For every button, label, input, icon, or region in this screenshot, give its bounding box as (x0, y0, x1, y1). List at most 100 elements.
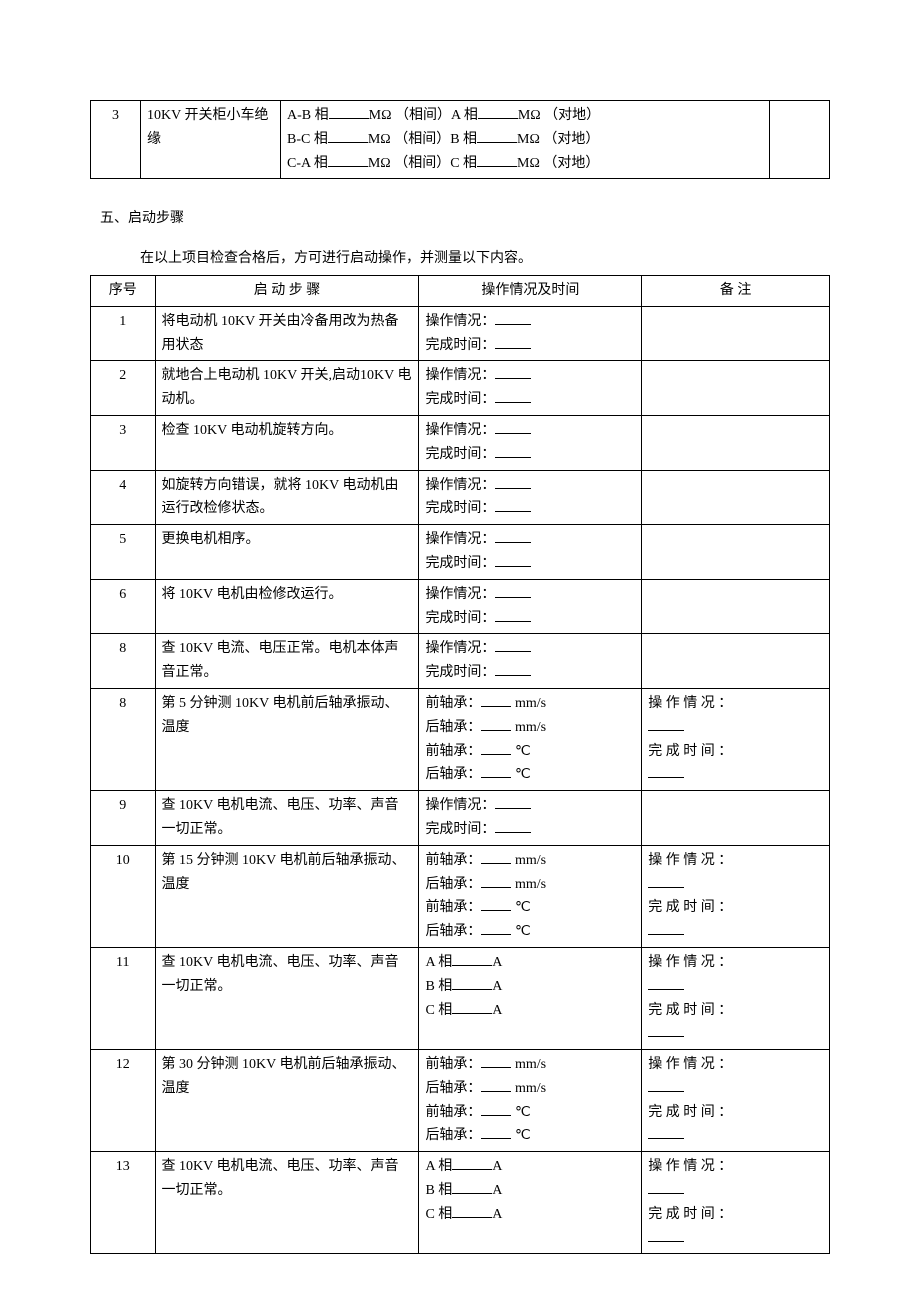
row-item: 10KV 开关柜小车绝缘 (141, 101, 281, 179)
row-num: 11 (91, 947, 156, 1049)
row-num: 3 (91, 415, 156, 470)
startup-steps-table: 序号 启 动 步 骤 操作情况及时间 备 注 1 将电动机 10KV 开关由冷备… (90, 275, 830, 1254)
front-temp: 前轴承： (425, 744, 481, 759)
table-row: 1 将电动机 10KV 开关由冷备用改为热备用状态 操作情况： 完成时间： (91, 306, 830, 361)
t1-l2b: MΩ （相间）B 相 (368, 132, 477, 147)
unit-a: A (492, 1207, 502, 1222)
row-step: 第 30 分钟测 10KV 电机前后轴承振动、温度 (155, 1050, 419, 1152)
note-op: 操 作 情 况 ： (648, 951, 823, 975)
op-label: 操作情况： (425, 314, 495, 329)
row-num: 9 (91, 791, 156, 846)
table-row: 6 将 10KV 电机由检修改运行。 操作情况： 完成时间： (91, 579, 830, 634)
note-op: 操 作 情 况 ： (648, 1155, 823, 1179)
row-status: 操作情况： 完成时间： (419, 470, 642, 525)
time-label: 完成时间： (425, 392, 495, 407)
row-status: 前轴承： mm/s 后轴承： mm/s 前轴承： ℃ 后轴承： ℃ (419, 688, 642, 790)
time-label: 完成时间： (425, 556, 495, 571)
note-time: 完 成 时 间 ： (648, 1203, 823, 1227)
row-num: 12 (91, 1050, 156, 1152)
unit-c: ℃ (511, 924, 530, 939)
row-step: 将 10KV 电机由检修改运行。 (155, 579, 419, 634)
row-note (642, 791, 830, 846)
th-num: 序号 (91, 275, 156, 306)
th-step: 启 动 步 骤 (155, 275, 419, 306)
table-row: 9 查 10KV 电机电流、电压、功率、声音一切正常。 操作情况： 完成时间： (91, 791, 830, 846)
th-note: 备 注 (642, 275, 830, 306)
unit-mms: mm/s (511, 1057, 546, 1072)
row-step: 更换电机相序。 (155, 525, 419, 580)
unit-c: ℃ (511, 767, 530, 782)
t1-l3c: MΩ （对地） (517, 156, 599, 171)
row-step: 第 15 分钟测 10KV 电机前后轴承振动、温度 (155, 845, 419, 947)
row-status: 前轴承： mm/s 后轴承： mm/s 前轴承： ℃ 后轴承： ℃ (419, 1050, 642, 1152)
phase-b: B 相 (425, 979, 452, 994)
rear-temp: 后轴承： (425, 767, 481, 782)
t1-l1b: MΩ （相间）A 相 (369, 108, 478, 123)
table-header-row: 序号 启 动 步 骤 操作情况及时间 备 注 (91, 275, 830, 306)
row-num: 3 (91, 101, 141, 179)
front-vib: 前轴承： (425, 696, 481, 711)
row-status: 操作情况： 完成时间： (419, 791, 642, 846)
row-status: A 相A B 相A C 相A (419, 947, 642, 1049)
time-label: 完成时间： (425, 501, 495, 516)
row-note: 操 作 情 况 ： 完 成 时 间 ： (642, 845, 830, 947)
row-step: 查 10KV 电机电流、电压、功率、声音一切正常。 (155, 947, 419, 1049)
row-note (642, 415, 830, 470)
table-row: 8 查 10KV 电流、电压正常。电机本体声音正常。 操作情况： 完成时间： (91, 634, 830, 689)
table-row: 3 10KV 开关柜小车绝缘 A-B 相MΩ （相间）A 相MΩ （对地） B-… (91, 101, 830, 179)
row-num: 8 (91, 688, 156, 790)
note-op: 操 作 情 况 ： (648, 1053, 823, 1077)
t1-l1c: MΩ （对地） (518, 108, 600, 123)
front-vib: 前轴承： (425, 853, 481, 868)
note-op: 操 作 情 况 ： (648, 692, 823, 716)
time-label: 完成时间： (425, 665, 495, 680)
row-status: 前轴承： mm/s 后轴承： mm/s 前轴承： ℃ 后轴承： ℃ (419, 845, 642, 947)
row-note (642, 306, 830, 361)
note-time: 完 成 时 间 ： (648, 740, 823, 764)
table-row: 5 更换电机相序。 操作情况： 完成时间： (91, 525, 830, 580)
row-note (642, 470, 830, 525)
row-note (642, 579, 830, 634)
front-temp: 前轴承： (425, 900, 481, 915)
t1-l3b: MΩ （相间）C 相 (368, 156, 477, 171)
t1-l1a: A-B 相 (287, 108, 329, 123)
phase-c: C 相 (425, 1207, 452, 1222)
row-step: 查 10KV 电机电流、电压、功率、声音一切正常。 (155, 1152, 419, 1254)
row-step: 将电动机 10KV 开关由冷备用改为热备用状态 (155, 306, 419, 361)
row-note (642, 361, 830, 416)
intro-text: 在以上项目检查合格后，方可进行启动操作，并测量以下内容。 (140, 247, 830, 271)
time-label: 完成时间： (425, 338, 495, 353)
note-time: 完 成 时 间 ： (648, 1101, 823, 1125)
phase-c: C 相 (425, 1003, 452, 1018)
front-vib: 前轴承： (425, 1057, 481, 1072)
row-note: 操 作 情 况 ： 完 成 时 间 ： (642, 1152, 830, 1254)
row-num: 13 (91, 1152, 156, 1254)
row-blank (770, 101, 830, 179)
row-step: 第 5 分钟测 10KV 电机前后轴承振动、温度 (155, 688, 419, 790)
rear-temp: 后轴承： (425, 924, 481, 939)
note-time: 完 成 时 间 ： (648, 896, 823, 920)
unit-a: A (492, 1159, 502, 1174)
table-row: 10 第 15 分钟测 10KV 电机前后轴承振动、温度 前轴承： mm/s 后… (91, 845, 830, 947)
row-note (642, 525, 830, 580)
row-num: 1 (91, 306, 156, 361)
rear-vib: 后轴承： (425, 877, 481, 892)
time-label: 完成时间： (425, 611, 495, 626)
unit-a: A (492, 955, 502, 970)
row-num: 2 (91, 361, 156, 416)
front-temp: 前轴承： (425, 1105, 481, 1120)
rear-temp: 后轴承： (425, 1128, 481, 1143)
unit-mms: mm/s (511, 720, 546, 735)
op-label: 操作情况： (425, 423, 495, 438)
row-step: 如旋转方向错误，就将 10KV 电动机由运行改检修状态。 (155, 470, 419, 525)
note-time: 完 成 时 间 ： (648, 999, 823, 1023)
row-step: 检查 10KV 电动机旋转方向。 (155, 415, 419, 470)
op-label: 操作情况： (425, 478, 495, 493)
t1-l3a: C-A 相 (287, 156, 328, 171)
table-row: 2 就地合上电动机 10KV 开关,启动10KV 电动机。 操作情况： 完成时间… (91, 361, 830, 416)
row-status: 操作情况： 完成时间： (419, 525, 642, 580)
row-note: 操 作 情 况 ： 完 成 时 间 ： (642, 1050, 830, 1152)
unit-c: ℃ (511, 744, 530, 759)
op-label: 操作情况： (425, 641, 495, 656)
unit-c: ℃ (511, 900, 530, 915)
